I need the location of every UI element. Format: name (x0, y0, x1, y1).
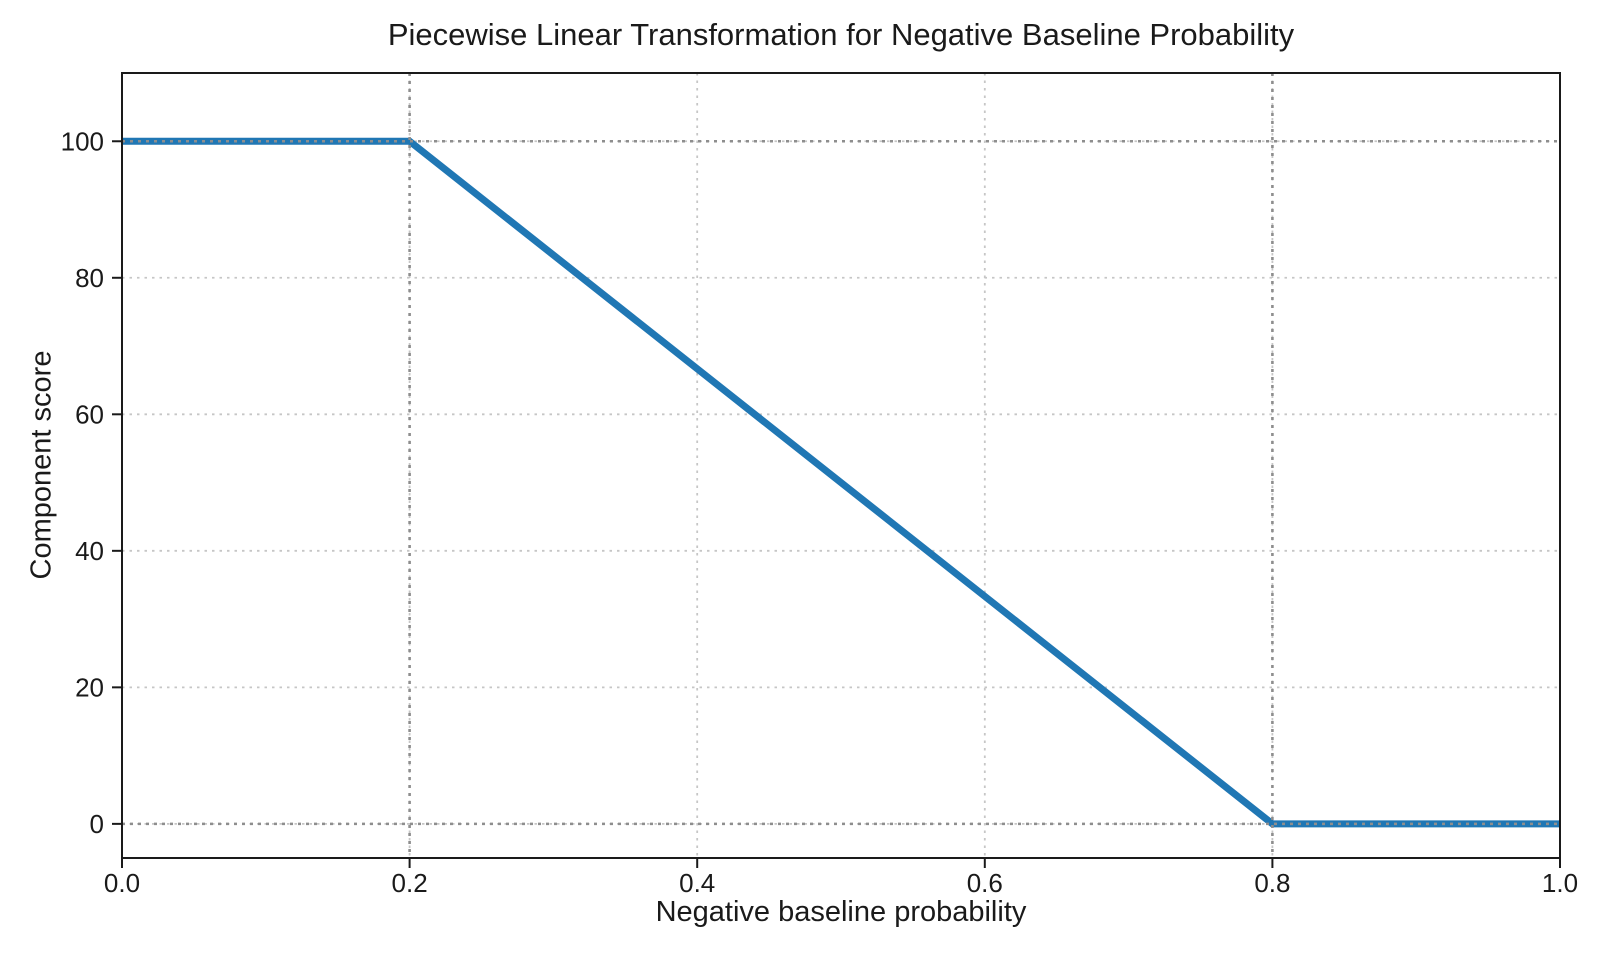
y-tick-label: 20 (75, 672, 104, 702)
plot-border (121, 72, 1561, 859)
y-tick-label: 40 (75, 536, 104, 566)
x-tick-label: 0.6 (967, 868, 1003, 898)
y-axis-label: Component score (25, 350, 58, 580)
x-tick-label: 0.0 (104, 868, 140, 898)
x-tick-label: 1.0 (1542, 868, 1578, 898)
x-axis-label: Negative baseline probability (655, 896, 1027, 928)
series-line-component-score (122, 137, 1560, 828)
x-tick-label: 0.8 (1254, 868, 1290, 898)
x-tick-label: 0.2 (392, 868, 428, 898)
y-tick-label: 0 (90, 809, 104, 839)
y-tick-label: 100 (61, 126, 104, 156)
chart-title: Piecewise Linear Transformation for Nega… (387, 17, 1295, 52)
y-tick-label: 80 (75, 263, 104, 293)
x-tick-label: 0.4 (679, 868, 715, 898)
y-tick-label: 60 (75, 399, 104, 429)
